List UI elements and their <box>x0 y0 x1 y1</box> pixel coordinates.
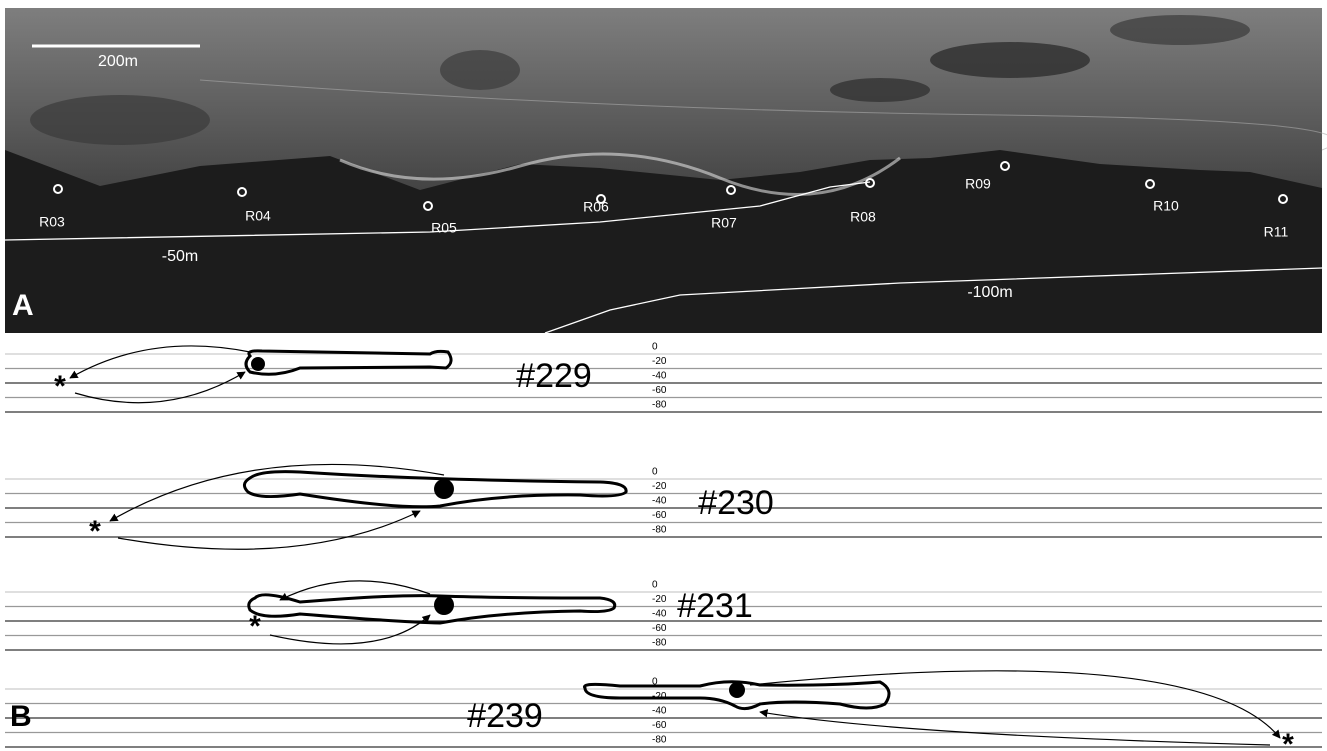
depth-label: -60 <box>652 623 667 634</box>
receiver-label: R07 <box>711 215 737 231</box>
tracks: * * * * <box>54 346 1294 751</box>
depth-label: -80 <box>652 735 667 746</box>
depth-label: 0 <box>652 342 658 353</box>
receiver-label: R11 <box>1264 224 1289 240</box>
track-id: #229 <box>516 357 592 395</box>
svg-text:*: * <box>89 515 101 548</box>
receiver-label: R04 <box>245 208 271 224</box>
depth-label: -60 <box>652 385 667 396</box>
receiver-label: R08 <box>850 209 876 225</box>
depth-label: -60 <box>652 510 667 521</box>
depth-label: -40 <box>652 371 667 382</box>
receiver-label: R05 <box>431 220 457 236</box>
depth-label: -20 <box>652 356 667 367</box>
receiver-label: R03 <box>39 214 65 230</box>
track-id: #231 <box>677 587 753 625</box>
receiver-label: R09 <box>965 176 991 192</box>
panel-label: A <box>12 289 34 322</box>
svg-text:*: * <box>54 370 66 403</box>
depth-label: -40 <box>652 706 667 717</box>
contour-label: -100m <box>967 284 1012 301</box>
depth-label: 0 <box>652 467 658 478</box>
track-id: #239 <box>467 697 543 735</box>
depth-label: -40 <box>652 609 667 620</box>
track-id: #230 <box>698 484 774 522</box>
depth-label: -20 <box>652 481 667 492</box>
depth-label: -40 <box>652 496 667 507</box>
scale-label: 200m <box>98 53 138 70</box>
svg-text:*: * <box>1282 728 1294 751</box>
svg-text:*: * <box>249 610 261 643</box>
receiver-label: R06 <box>583 199 609 215</box>
panel-label: B <box>10 700 32 733</box>
depth-label: -20 <box>652 594 667 605</box>
aerial-image <box>5 8 1327 333</box>
receiver-label: R10 <box>1153 198 1179 214</box>
depth-label: 0 <box>652 580 658 591</box>
depth-label: -80 <box>652 525 667 536</box>
depth-label: -80 <box>652 400 667 411</box>
figure: 200m -50m -100m A R03 R04 R05 R06 R07 R08 R09 R… <box>0 0 1327 751</box>
contour-label: -50m <box>162 248 198 265</box>
depth-label: -60 <box>652 720 667 731</box>
depth-label: -80 <box>652 638 667 649</box>
